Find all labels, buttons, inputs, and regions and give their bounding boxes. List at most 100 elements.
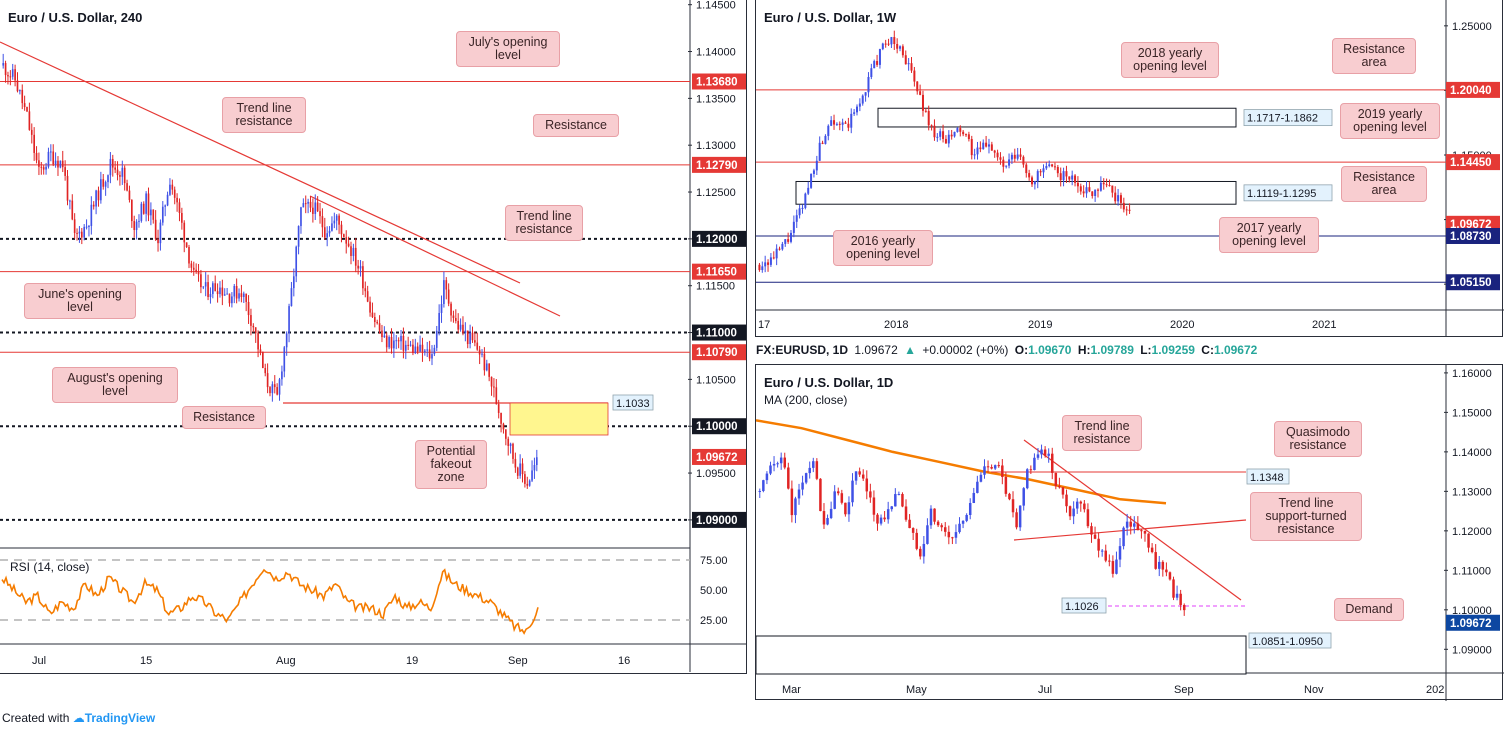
candle-body xyxy=(340,224,343,235)
candle-body xyxy=(326,233,329,238)
candle-body xyxy=(495,387,498,405)
candle-body xyxy=(904,506,908,520)
tag-1348: 1.1348 xyxy=(1250,472,1284,484)
symbol-label[interactable]: FX:EURUSD, 1D xyxy=(756,343,849,357)
candle-body xyxy=(509,443,512,446)
price-label-box xyxy=(692,344,746,361)
candle-body xyxy=(354,247,357,266)
candle-body xyxy=(967,134,970,140)
candle-body xyxy=(961,520,965,524)
ma-legend: MA (200, close) xyxy=(764,393,848,407)
candle-body xyxy=(119,175,121,177)
candle-body xyxy=(14,69,16,81)
candle-body xyxy=(1005,165,1008,167)
candle-body xyxy=(357,265,359,269)
candle-body xyxy=(819,478,822,512)
candle-body xyxy=(481,353,483,355)
candle-body xyxy=(209,294,212,297)
candle-body xyxy=(1071,175,1074,180)
candle-body xyxy=(228,293,231,304)
h4-chart[interactable]: 1.14500 1.14000 1.13500 1.13000 1.12500 1.120… xyxy=(0,0,747,674)
x-tick-label: Sep xyxy=(1174,684,1194,696)
price-label-box xyxy=(692,263,746,280)
candle-body xyxy=(1136,523,1140,531)
candle-body xyxy=(464,330,467,333)
candle-body xyxy=(50,151,52,153)
candle-body xyxy=(142,203,145,214)
candle-body xyxy=(161,206,164,223)
candle-body xyxy=(1079,501,1083,504)
candle-body xyxy=(772,257,775,259)
candle-body xyxy=(1065,494,1068,507)
candle-body xyxy=(896,43,899,49)
candle-body xyxy=(854,471,858,481)
price-label: 1.12790 xyxy=(696,160,738,172)
price-label-box xyxy=(692,448,746,465)
candle-body xyxy=(1129,521,1132,527)
candle-body xyxy=(1001,465,1004,477)
candle-body xyxy=(761,266,764,271)
candle-body xyxy=(873,61,876,69)
candle-body xyxy=(899,46,902,49)
candle-body xyxy=(343,234,345,238)
candle-body xyxy=(514,458,517,468)
candle-body xyxy=(833,120,836,125)
candle-body xyxy=(197,271,200,275)
candle-body xyxy=(397,340,400,342)
candle-body xyxy=(1075,501,1079,509)
candle-body xyxy=(321,216,324,228)
candle-body xyxy=(95,190,97,207)
trend-line-resistance xyxy=(1023,439,1242,601)
candle-body xyxy=(309,201,312,208)
candle-body xyxy=(907,63,910,65)
candle-body xyxy=(1158,561,1161,569)
candle-body xyxy=(216,291,219,295)
candle-body xyxy=(1039,171,1042,173)
candle-body xyxy=(271,384,274,394)
candle-body xyxy=(1115,559,1118,574)
candle-body xyxy=(827,125,830,136)
candle-body xyxy=(497,404,500,413)
candle-body xyxy=(1033,181,1036,185)
candle-body xyxy=(916,81,919,92)
candle-body xyxy=(235,285,238,299)
candle-body xyxy=(758,264,761,271)
weekly-chart-title: Euro / U.S. Dollar, 1W xyxy=(764,10,897,25)
candle-body xyxy=(16,80,19,92)
candle-body xyxy=(1048,164,1051,167)
candle-body xyxy=(190,263,193,268)
candle-body xyxy=(281,371,283,380)
price-label: 1.10790 xyxy=(696,347,738,359)
candle-body xyxy=(826,518,829,525)
candle-body xyxy=(40,166,43,168)
candle-body xyxy=(1061,487,1065,495)
candle-body xyxy=(176,197,178,203)
candle-body xyxy=(166,194,169,206)
candle-body xyxy=(953,131,956,137)
candle-body xyxy=(841,122,844,125)
candle-body xyxy=(104,182,107,187)
candle-body xyxy=(214,283,217,292)
candle-body xyxy=(390,337,393,349)
candle-body xyxy=(936,136,939,138)
candle-body xyxy=(454,317,457,321)
y-tick-label: 1.12500 xyxy=(696,187,736,199)
y-tick-label: 1.09500 xyxy=(696,468,736,480)
footer-brand[interactable]: TradingView xyxy=(84,711,156,725)
daily-chart[interactable]: 1.16000 1.15000 1.14000 1.13000 1.12000 1.110… xyxy=(756,365,1504,701)
candle-body xyxy=(1133,523,1136,527)
candle-body xyxy=(1122,202,1125,210)
candle-body xyxy=(433,347,436,355)
candle-body xyxy=(19,89,21,92)
price-label-box xyxy=(692,230,746,247)
candle-body xyxy=(366,291,369,302)
candle-body xyxy=(414,346,417,354)
price-label: 1.13680 xyxy=(696,76,738,88)
callout-2019-yearly-opening-level: 2019 yearly opening level xyxy=(1340,103,1440,139)
candle-body xyxy=(1004,476,1008,494)
candle-body xyxy=(505,429,507,439)
candle-body xyxy=(904,55,907,65)
price-label-box xyxy=(692,324,746,341)
x-tick-label: 2020 xyxy=(1170,319,1194,331)
